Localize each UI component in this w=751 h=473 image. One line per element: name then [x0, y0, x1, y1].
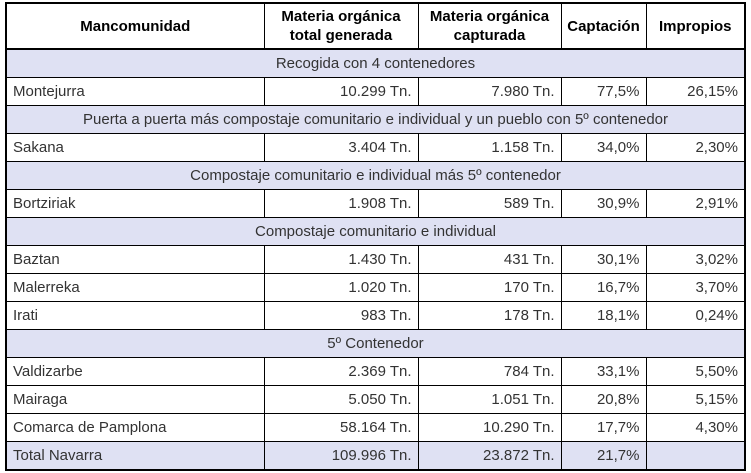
cell-impropios: 3,02%: [645, 244, 746, 275]
section-row-puerta-a-puerta: Puerta a puerta más compostaje comunitar…: [5, 104, 746, 134]
section-row-recogida-4-contenedores: Recogida con 4 contenedores: [5, 48, 746, 78]
cell-total-generada: 2.369 Tn.: [263, 357, 419, 387]
row-valdizarbe: Valdizarbe 2.369 Tn. 784 Tn. 33,1% 5,50%: [5, 357, 746, 387]
cell-captacion: 16,7%: [560, 272, 647, 303]
cell-total-generada: 58.164 Tn.: [263, 413, 419, 443]
section-row-compostaje-mas-5-contenedor: Compostaje comunitario e individual más …: [5, 160, 746, 190]
cell-capturada: 178 Tn.: [417, 301, 562, 331]
cell-mancomunidad: Total Navarra: [5, 441, 265, 471]
cell-total-generada: 1.020 Tn.: [263, 272, 419, 303]
cell-captacion: 30,1%: [560, 244, 647, 275]
cell-mancomunidad: Montejurra: [5, 76, 265, 106]
cell-impropios: 4,30%: [645, 413, 746, 443]
cell-capturada: 1.158 Tn.: [417, 132, 562, 162]
cell-captacion: 34,0%: [560, 132, 647, 162]
cell-mancomunidad: Valdizarbe: [5, 357, 265, 387]
cell-mancomunidad: Mairaga: [5, 385, 265, 415]
section-label: Compostaje comunitario e individual más …: [5, 160, 746, 190]
row-comarca-de-pamplona: Comarca de Pamplona 58.164 Tn. 10.290 Tn…: [5, 413, 746, 443]
cell-impropios: 3,70%: [645, 272, 746, 303]
cell-total-generada: 983 Tn.: [263, 301, 419, 331]
cell-impropios: 2,30%: [645, 132, 746, 162]
cell-total-generada: 1.430 Tn.: [263, 244, 419, 275]
cell-mancomunidad: Malerreka: [5, 272, 265, 303]
cell-impropios: 0,24%: [645, 301, 746, 331]
row-sakana: Sakana 3.404 Tn. 1.158 Tn. 34,0% 2,30%: [5, 132, 746, 162]
cell-mancomunidad: Baztan: [5, 244, 265, 275]
row-irati: Irati 983 Tn. 178 Tn. 18,1% 0,24%: [5, 301, 746, 331]
cell-captacion: 77,5%: [560, 76, 647, 106]
cell-mancomunidad: Bortziriak: [5, 188, 265, 218]
cell-captacion: 20,8%: [560, 385, 647, 415]
section-label: 5º Contenedor: [5, 329, 746, 359]
cell-total-generada: 109.996 Tn.: [263, 441, 419, 471]
row-baztan: Baztan 1.430 Tn. 431 Tn. 30,1% 3,02%: [5, 244, 746, 275]
cell-total-generada: 3.404 Tn.: [263, 132, 419, 162]
cell-mancomunidad: Sakana: [5, 132, 265, 162]
cell-captacion: 18,1%: [560, 301, 647, 331]
section-label: Puerta a puerta más compostaje comunitar…: [5, 104, 746, 134]
column-header-impropios: Impropios: [645, 2, 746, 50]
cell-captacion: 17,7%: [560, 413, 647, 443]
cell-impropios: 26,15%: [645, 76, 746, 106]
cell-impropios: 5,15%: [645, 385, 746, 415]
cell-capturada: 10.290 Tn.: [417, 413, 562, 443]
cell-captacion: 21,7%: [560, 441, 647, 471]
row-bortziriak: Bortziriak 1.908 Tn. 589 Tn. 30,9% 2,91%: [5, 188, 746, 218]
row-montejurra: Montejurra 10.299 Tn. 7.980 Tn. 77,5% 26…: [5, 76, 746, 106]
cell-capturada: 589 Tn.: [417, 188, 562, 218]
column-header-mancomunidad: Mancomunidad: [5, 2, 265, 50]
cell-mancomunidad: Comarca de Pamplona: [5, 413, 265, 443]
cell-mancomunidad: Irati: [5, 301, 265, 331]
column-header-captacion: Captación: [560, 2, 647, 50]
cell-capturada: 431 Tn.: [417, 244, 562, 275]
column-header-materia-organica-capturada: Materia orgánica capturada: [417, 2, 562, 50]
section-label: Compostaje comunitario e individual: [5, 216, 746, 246]
cell-capturada: 1.051 Tn.: [417, 385, 562, 415]
mancomunidades-table: Mancomunidad Materia orgánica total gene…: [5, 2, 746, 471]
cell-impropios: 5,50%: [645, 357, 746, 387]
cell-impropios: 2,91%: [645, 188, 746, 218]
cell-captacion: 30,9%: [560, 188, 647, 218]
section-label: Recogida con 4 contenedores: [5, 48, 746, 78]
cell-capturada: 784 Tn.: [417, 357, 562, 387]
cell-captacion: 33,1%: [560, 357, 647, 387]
row-total-navarra: Total Navarra 109.996 Tn. 23.872 Tn. 21,…: [5, 441, 746, 471]
cell-capturada: 170 Tn.: [417, 272, 562, 303]
cell-total-generada: 1.908 Tn.: [263, 188, 419, 218]
section-row-5-contenedor: 5º Contenedor: [5, 329, 746, 359]
row-malerreka: Malerreka 1.020 Tn. 170 Tn. 16,7% 3,70%: [5, 272, 746, 303]
header-row: Mancomunidad Materia orgánica total gene…: [5, 2, 746, 50]
cell-impropios: [645, 441, 746, 471]
cell-capturada: 23.872 Tn.: [417, 441, 562, 471]
column-header-materia-organica-total-generada: Materia orgánica total generada: [263, 2, 419, 50]
section-row-compostaje-comunitario-individual: Compostaje comunitario e individual: [5, 216, 746, 246]
cell-total-generada: 5.050 Tn.: [263, 385, 419, 415]
row-mairaga: Mairaga 5.050 Tn. 1.051 Tn. 20,8% 5,15%: [5, 385, 746, 415]
cell-capturada: 7.980 Tn.: [417, 76, 562, 106]
cell-total-generada: 10.299 Tn.: [263, 76, 419, 106]
